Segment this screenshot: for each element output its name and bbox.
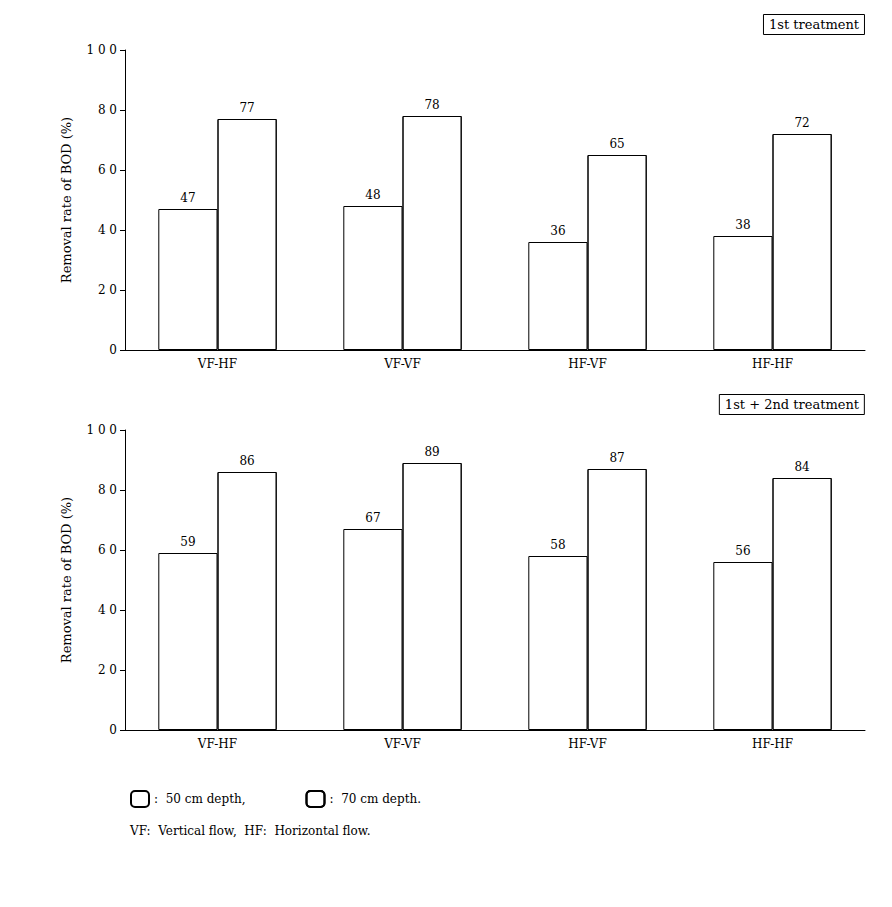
svg-text:1st treatment: 1st treatment <box>769 17 860 32</box>
svg-text:6 0: 6 0 <box>98 163 117 177</box>
svg-text:87: 87 <box>609 451 624 465</box>
svg-text:2 0: 2 0 <box>98 663 117 677</box>
svg-text:67: 67 <box>365 511 380 525</box>
svg-text:78: 78 <box>424 98 439 112</box>
svg-text:59: 59 <box>180 535 195 549</box>
svg-text:86: 86 <box>239 454 254 468</box>
svg-text:58: 58 <box>550 538 565 552</box>
svg-text:Removal rate of BOD (%): Removal rate of BOD (%) <box>59 497 74 663</box>
svg-text:72: 72 <box>794 116 809 130</box>
svg-text:0: 0 <box>109 723 117 737</box>
svg-text:77: 77 <box>239 101 254 115</box>
svg-text:: 50 cm depth,: : 50 cm depth, <box>154 792 246 806</box>
svg-text:2 0: 2 0 <box>98 283 117 297</box>
svg-text:56: 56 <box>735 544 750 558</box>
svg-text:0: 0 <box>109 343 117 357</box>
svg-text:HF-VF: HF-VF <box>568 357 606 371</box>
svg-text:1 0 0: 1 0 0 <box>86 43 117 57</box>
svg-text:47: 47 <box>180 191 195 205</box>
svg-text:HF-HF: HF-HF <box>752 737 793 751</box>
svg-text:VF-VF: VF-VF <box>383 737 421 751</box>
svg-text:8 0: 8 0 <box>98 103 117 117</box>
svg-text:: 70 cm depth.: : 70 cm depth. <box>330 792 422 806</box>
svg-text:6 0: 6 0 <box>98 543 117 557</box>
svg-text:Removal rate of BOD (%): Removal rate of BOD (%) <box>59 117 74 283</box>
svg-text:VF-HF: VF-HF <box>197 737 237 751</box>
svg-text:65: 65 <box>609 137 624 151</box>
svg-text:84: 84 <box>794 460 810 474</box>
svg-text:1 0 0: 1 0 0 <box>86 423 117 437</box>
svg-text:HF-VF: HF-VF <box>568 737 606 751</box>
svg-text:1st + 2nd treatment: 1st + 2nd treatment <box>725 397 860 412</box>
svg-text:HF-HF: HF-HF <box>752 357 793 371</box>
svg-text:89: 89 <box>424 445 439 459</box>
svg-text:VF-VF: VF-VF <box>383 357 421 371</box>
svg-text:VF-HF: VF-HF <box>197 357 237 371</box>
svg-text:VF: Vertical flow, HF: Hori: VF: Vertical flow, HF: Horizontal flow. <box>129 824 370 838</box>
svg-text:48: 48 <box>365 188 380 202</box>
svg-text:4 0: 4 0 <box>98 223 117 237</box>
svg-text:36: 36 <box>550 224 565 238</box>
svg-text:38: 38 <box>735 218 750 232</box>
svg-text:8 0: 8 0 <box>98 483 117 497</box>
svg-text:4 0: 4 0 <box>98 603 117 617</box>
